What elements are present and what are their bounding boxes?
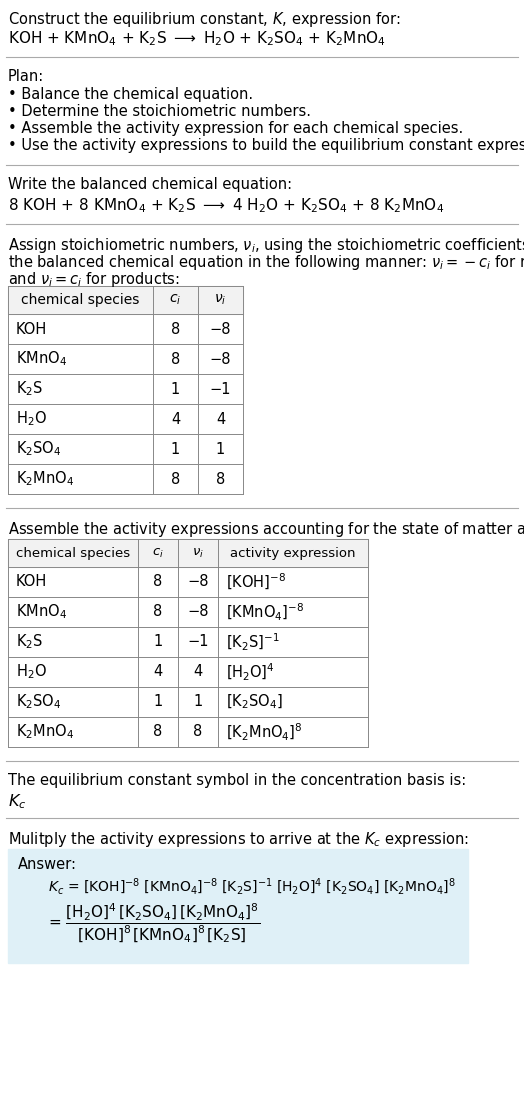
Text: K$_2$MnO$_4$: K$_2$MnO$_4$ bbox=[16, 723, 74, 742]
Text: chemical species: chemical species bbox=[21, 293, 140, 307]
Text: 1: 1 bbox=[216, 442, 225, 456]
Text: the balanced chemical equation in the following manner: $\nu_i = -c_i$ for react: the balanced chemical equation in the fo… bbox=[8, 253, 524, 271]
Text: activity expression: activity expression bbox=[230, 546, 356, 559]
Text: • Determine the stoichiometric numbers.: • Determine the stoichiometric numbers. bbox=[8, 104, 311, 119]
Text: −8: −8 bbox=[187, 604, 209, 620]
Text: 4: 4 bbox=[193, 665, 203, 679]
Text: KOH + KMnO$_4$ + K$_2$S $\longrightarrow$ H$_2$O + K$_2$SO$_4$ + K$_2$MnO$_4$: KOH + KMnO$_4$ + K$_2$S $\longrightarrow… bbox=[8, 29, 386, 47]
Text: [K$_2$MnO$_4$]$^8$: [K$_2$MnO$_4$]$^8$ bbox=[226, 721, 303, 743]
Text: Construct the equilibrium constant, $K$, expression for:: Construct the equilibrium constant, $K$,… bbox=[8, 10, 401, 29]
Text: The equilibrium constant symbol in the concentration basis is:: The equilibrium constant symbol in the c… bbox=[8, 773, 466, 788]
Text: Answer:: Answer: bbox=[18, 857, 77, 872]
Text: and $\nu_i = c_i$ for products:: and $\nu_i = c_i$ for products: bbox=[8, 270, 180, 289]
Text: KMnO$_4$: KMnO$_4$ bbox=[16, 602, 67, 621]
Text: 8 KOH + 8 KMnO$_4$ + K$_2$S $\longrightarrow$ 4 H$_2$O + K$_2$SO$_4$ + 8 K$_2$Mn: 8 KOH + 8 KMnO$_4$ + K$_2$S $\longrighta… bbox=[8, 196, 444, 214]
Text: [H$_2$O]$^4$: [H$_2$O]$^4$ bbox=[226, 662, 275, 682]
Text: 8: 8 bbox=[171, 322, 180, 336]
Text: 8: 8 bbox=[154, 724, 162, 740]
Text: Mulitply the activity expressions to arrive at the $K_c$ expression:: Mulitply the activity expressions to arr… bbox=[8, 830, 469, 850]
Text: K$_2$S: K$_2$S bbox=[16, 379, 43, 398]
Text: • Assemble the activity expression for each chemical species.: • Assemble the activity expression for e… bbox=[8, 121, 463, 136]
Bar bbox=[8, 850, 468, 963]
Text: −8: −8 bbox=[187, 575, 209, 589]
Text: K$_2$S: K$_2$S bbox=[16, 633, 43, 652]
Bar bbox=[8, 539, 368, 567]
Text: −8: −8 bbox=[210, 322, 231, 336]
Text: 8: 8 bbox=[193, 724, 203, 740]
Text: = $\dfrac{\mathrm{[H_2O]^4\,[K_2SO_4]\,[K_2MnO_4]^8}}{\mathrm{[KOH]^8\,[KMnO_4]^: = $\dfrac{\mathrm{[H_2O]^4\,[K_2SO_4]\,[… bbox=[48, 901, 260, 944]
Text: 8: 8 bbox=[216, 471, 225, 487]
Text: −1: −1 bbox=[210, 381, 231, 397]
Text: $K_c$ = [KOH]$^{-8}$ [KMnO$_4$]$^{-8}$ [K$_2$S]$^{-1}$ [H$_2$O]$^4$ [K$_2$SO$_4$: $K_c$ = [KOH]$^{-8}$ [KMnO$_4$]$^{-8}$ [… bbox=[48, 877, 456, 898]
Text: KOH: KOH bbox=[16, 322, 47, 336]
Text: • Balance the chemical equation.: • Balance the chemical equation. bbox=[8, 87, 253, 102]
Text: 4: 4 bbox=[171, 411, 180, 426]
Text: [K$_2$S]$^{-1}$: [K$_2$S]$^{-1}$ bbox=[226, 632, 280, 653]
Text: K$_2$SO$_4$: K$_2$SO$_4$ bbox=[16, 692, 62, 711]
Text: 1: 1 bbox=[154, 695, 162, 710]
Text: 1: 1 bbox=[154, 634, 162, 650]
Text: $K_c$: $K_c$ bbox=[8, 792, 26, 811]
Text: Plan:: Plan: bbox=[8, 69, 44, 84]
Text: $c_i$: $c_i$ bbox=[169, 292, 182, 308]
Text: KMnO$_4$: KMnO$_4$ bbox=[16, 349, 67, 368]
Text: $c_i$: $c_i$ bbox=[152, 546, 164, 559]
Text: H$_2$O: H$_2$O bbox=[16, 663, 47, 681]
Text: 8: 8 bbox=[171, 352, 180, 366]
Text: 1: 1 bbox=[171, 381, 180, 397]
Text: $\nu_i$: $\nu_i$ bbox=[192, 546, 204, 559]
Text: chemical species: chemical species bbox=[16, 546, 130, 559]
Text: 4: 4 bbox=[216, 411, 225, 426]
Text: Write the balanced chemical equation:: Write the balanced chemical equation: bbox=[8, 177, 292, 192]
Text: −1: −1 bbox=[187, 634, 209, 650]
Text: K$_2$MnO$_4$: K$_2$MnO$_4$ bbox=[16, 469, 74, 488]
Bar bbox=[8, 286, 243, 314]
Text: [KMnO$_4$]$^{-8}$: [KMnO$_4$]$^{-8}$ bbox=[226, 601, 304, 622]
Text: −8: −8 bbox=[210, 352, 231, 366]
Text: 8: 8 bbox=[171, 471, 180, 487]
Text: 8: 8 bbox=[154, 604, 162, 620]
Text: 8: 8 bbox=[154, 575, 162, 589]
Text: Assemble the activity expressions accounting for the state of matter and $\nu_i$: Assemble the activity expressions accoun… bbox=[8, 520, 524, 539]
Text: 1: 1 bbox=[193, 695, 203, 710]
Text: • Use the activity expressions to build the equilibrium constant expression.: • Use the activity expressions to build … bbox=[8, 138, 524, 153]
Text: Assign stoichiometric numbers, $\nu_i$, using the stoichiometric coefficients, $: Assign stoichiometric numbers, $\nu_i$, … bbox=[8, 236, 524, 255]
Text: 4: 4 bbox=[154, 665, 162, 679]
Text: [K$_2$SO$_4$]: [K$_2$SO$_4$] bbox=[226, 692, 283, 711]
Text: [KOH]$^{-8}$: [KOH]$^{-8}$ bbox=[226, 571, 286, 592]
Text: K$_2$SO$_4$: K$_2$SO$_4$ bbox=[16, 440, 62, 458]
Text: H$_2$O: H$_2$O bbox=[16, 410, 47, 429]
Text: KOH: KOH bbox=[16, 575, 47, 589]
Text: 1: 1 bbox=[171, 442, 180, 456]
Text: $\nu_i$: $\nu_i$ bbox=[214, 292, 227, 308]
